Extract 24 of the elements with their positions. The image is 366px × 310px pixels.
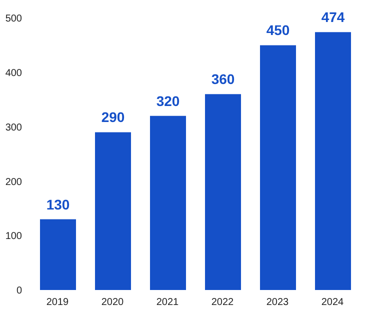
- data-label: 320: [156, 92, 180, 109]
- bar: [95, 132, 131, 290]
- bar: [40, 219, 76, 290]
- y-tick-label: 100: [5, 231, 22, 242]
- x-tick-label: 2022: [211, 297, 234, 308]
- data-label: 360: [211, 71, 235, 88]
- data-label: 290: [101, 109, 125, 126]
- y-tick-label: 300: [5, 122, 22, 134]
- data-label: 474: [321, 9, 345, 26]
- y-tick-label: 400: [5, 68, 22, 79]
- x-tick-label: 2024: [321, 297, 344, 308]
- bar: [315, 32, 351, 290]
- x-tick-label: 2023: [266, 297, 290, 308]
- y-tick-label: 0: [16, 286, 22, 297]
- bar: [260, 45, 296, 290]
- y-tick-label: 500: [5, 14, 22, 25]
- bar: [205, 94, 241, 290]
- x-tick-label: 2020: [101, 297, 124, 308]
- y-tick-label: 200: [5, 176, 22, 188]
- data-label: 130: [46, 196, 70, 212]
- x-tick-label: 2021: [156, 297, 180, 308]
- data-label: 450: [266, 22, 290, 38]
- bar: [150, 116, 186, 290]
- x-tick-label: 2019: [46, 297, 70, 308]
